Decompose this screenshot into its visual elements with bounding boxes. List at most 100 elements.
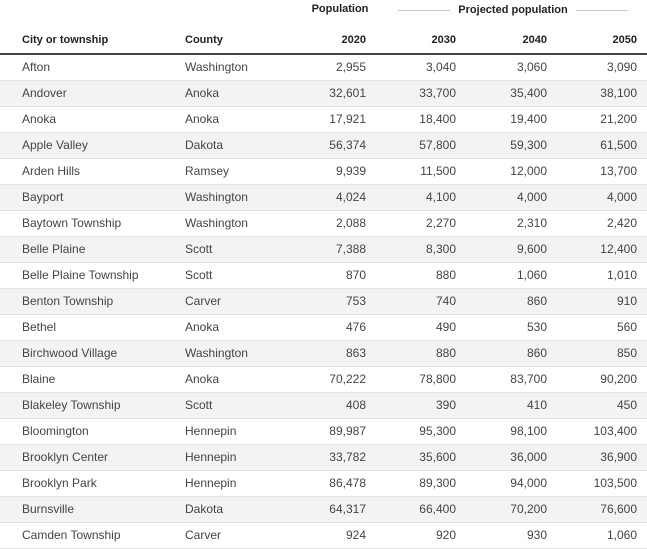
cell-county: Washington (175, 184, 300, 211)
cell-2040: 83,700 (466, 366, 557, 393)
cell-2050: 103,400 (557, 418, 647, 445)
cell-2050: 13,700 (557, 158, 647, 185)
table-row: Andover Anoka 32,601 33,700 35,400 38,100 (0, 80, 647, 107)
cell-2020: 89,987 (300, 418, 376, 445)
cell-county: Anoka (175, 314, 300, 341)
cell-county: Scott (175, 236, 300, 263)
cell-2040: 860 (466, 288, 557, 315)
header-county: County (175, 26, 300, 55)
cell-2030: 740 (376, 288, 466, 315)
cell-city: Camden Township (0, 522, 175, 549)
table-row: Blakeley Township Scott 408 390 410 450 (0, 392, 647, 419)
header-2020: 2020 (300, 26, 376, 55)
projected-population-group: Projected population (398, 3, 628, 17)
cell-2040: 930 (466, 522, 557, 549)
cell-2030: 57,800 (376, 132, 466, 159)
cell-city: Baytown Township (0, 210, 175, 237)
header-2030: 2030 (376, 26, 466, 55)
cell-2040: 59,300 (466, 132, 557, 159)
cell-county: Carver (175, 522, 300, 549)
cell-2030: 33,700 (376, 80, 466, 107)
cell-county: Scott (175, 262, 300, 289)
cell-city: Bayport (0, 184, 175, 211)
table-row: Benton Township Carver 753 740 860 910 (0, 288, 647, 315)
cell-city: Arden Hills (0, 158, 175, 185)
cell-2020: 870 (300, 262, 376, 289)
cell-2050: 1,010 (557, 262, 647, 289)
table-row: Belle Plaine Scott 7,388 8,300 9,600 12,400 (0, 236, 647, 263)
table-row: Baytown Township Washington 2,088 2,270 2,31… (0, 210, 647, 237)
cell-2030: 4,100 (376, 184, 466, 211)
cell-2040: 35,400 (466, 80, 557, 107)
cell-2030: 880 (376, 340, 466, 367)
cell-2040: 94,000 (466, 470, 557, 497)
cell-2040: 9,600 (466, 236, 557, 263)
cell-2050: 90,200 (557, 366, 647, 393)
cell-city: Brooklyn Park (0, 470, 175, 497)
group-divider-line (398, 9, 451, 11)
cell-2030: 78,800 (376, 366, 466, 393)
cell-2040: 1,060 (466, 262, 557, 289)
cell-city: Andover (0, 80, 175, 107)
projected-population-group-label: Projected population (458, 4, 568, 16)
cell-2020: 924 (300, 522, 376, 549)
cell-2030: 11,500 (376, 158, 466, 185)
cell-2050: 12,400 (557, 236, 647, 263)
cell-2050: 3,090 (557, 54, 647, 81)
cell-2040: 12,000 (466, 158, 557, 185)
cell-2040: 70,200 (466, 496, 557, 523)
table-row: Birchwood Village Washington 863 880 860 850 (0, 340, 647, 367)
cell-2020: 2,088 (300, 210, 376, 237)
cell-city: Afton (0, 54, 175, 81)
cell-2020: 9,939 (300, 158, 376, 185)
cell-city: Belle Plaine (0, 236, 175, 263)
cell-2050: 38,100 (557, 80, 647, 107)
cell-2020: 7,388 (300, 236, 376, 263)
cell-2030: 66,400 (376, 496, 466, 523)
cell-city: Blaine (0, 366, 175, 393)
cell-2030: 89,300 (376, 470, 466, 497)
cell-2050: 560 (557, 314, 647, 341)
population-group-label: Population (311, 3, 369, 15)
cell-2040: 3,060 (466, 54, 557, 81)
cell-2020: 64,317 (300, 496, 376, 523)
table-row: Brooklyn Park Hennepin 86,478 89,300 94,000 1… (0, 470, 647, 497)
header-2050: 2050 (557, 26, 647, 55)
cell-2020: 32,601 (300, 80, 376, 107)
cell-2030: 3,040 (376, 54, 466, 81)
cell-county: Anoka (175, 106, 300, 133)
table-row: Arden Hills Ramsey 9,939 11,500 12,000 13,700 (0, 158, 647, 185)
header-city: City or township (0, 26, 175, 55)
cell-2020: 753 (300, 288, 376, 315)
cell-city: Bloomington (0, 418, 175, 445)
cell-2030: 8,300 (376, 236, 466, 263)
table-row: Anoka Anoka 17,921 18,400 19,400 21,200 (0, 106, 647, 133)
table-row: Camden Township Carver 924 920 930 1,060 (0, 522, 647, 549)
cell-2050: 21,200 (557, 106, 647, 133)
cell-city: Birchwood Village (0, 340, 175, 367)
header-2040: 2040 (466, 26, 557, 55)
cell-2030: 920 (376, 522, 466, 549)
cell-2040: 410 (466, 392, 557, 419)
cell-2040: 530 (466, 314, 557, 341)
cell-2020: 863 (300, 340, 376, 367)
cell-2030: 390 (376, 392, 466, 419)
cell-2040: 98,100 (466, 418, 557, 445)
cell-2050: 36,900 (557, 444, 647, 471)
cell-2050: 2,420 (557, 210, 647, 237)
cell-2050: 910 (557, 288, 647, 315)
cell-county: Dakota (175, 496, 300, 523)
cell-county: Anoka (175, 366, 300, 393)
cell-2050: 103,500 (557, 470, 647, 497)
cell-city: Anoka (0, 106, 175, 133)
table-body: Afton Washington 2,955 3,040 3,060 3,090 Andov… (0, 54, 647, 549)
cell-county: Hennepin (175, 444, 300, 471)
cell-city: Bethel (0, 314, 175, 341)
cell-2020: 17,921 (300, 106, 376, 133)
cell-2040: 36,000 (466, 444, 557, 471)
cell-2030: 35,600 (376, 444, 466, 471)
cell-city: Apple Valley (0, 132, 175, 159)
cell-2040: 19,400 (466, 106, 557, 133)
cell-city: Burnsville (0, 496, 175, 523)
cell-county: Carver (175, 288, 300, 315)
